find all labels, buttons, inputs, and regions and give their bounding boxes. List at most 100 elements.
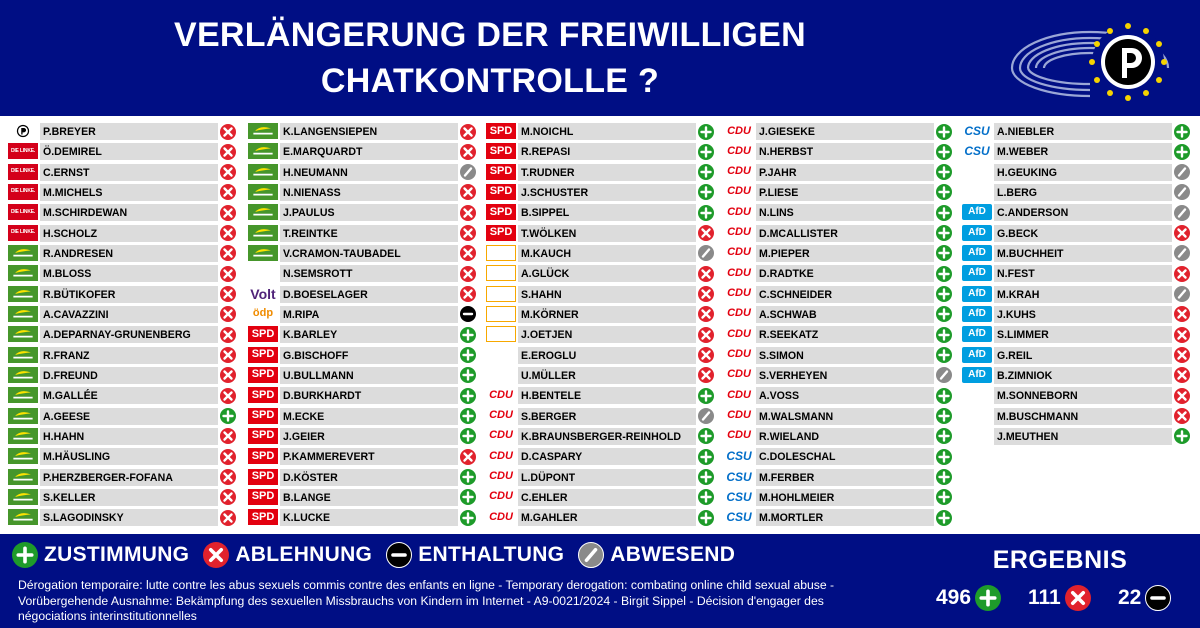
name-bar xyxy=(280,468,458,486)
no-vote-icon xyxy=(220,143,236,160)
mep-name: Ö.DEMIREL xyxy=(43,146,102,159)
mep-row: J.OETJEN xyxy=(478,324,714,344)
vote-grid: P.BREYER DIE LINKE. Ö.DEMIREL DIE LINKE. C.E… xyxy=(0,116,1200,534)
name-bar xyxy=(280,143,458,161)
mep-name: R.WIELAND xyxy=(759,430,820,443)
mep-row: L.BERG xyxy=(954,182,1190,202)
mep-name: C.ANDERSON xyxy=(997,207,1069,220)
mep-row: SPD D.BURKHARDT xyxy=(240,385,476,405)
mep-row: CDU D.RADTKE xyxy=(716,263,952,283)
name-bar xyxy=(756,346,934,364)
mep-name: E.MARQUARDT xyxy=(283,146,363,159)
no-vote-icon xyxy=(698,265,714,282)
name-bar xyxy=(518,448,696,466)
mep-name: R.FRANZ xyxy=(43,349,90,362)
mep-name: U.BULLMANN xyxy=(283,369,354,382)
party-logo-cdu-icon: CDU xyxy=(727,307,751,320)
party-logo-afd-icon: AfD xyxy=(962,305,992,322)
result-no-count: 111 xyxy=(1028,586,1061,609)
mep-name: H.HAHN xyxy=(43,430,85,443)
mep-row: CDU L.DÜPONT xyxy=(478,467,714,487)
party-logo-gruene-icon xyxy=(248,183,278,200)
legend-item-no: ABLEHNUNG xyxy=(203,542,372,568)
mep-name: C.ERNST xyxy=(43,166,90,179)
name-bar xyxy=(280,163,458,181)
party-logo-csu-icon: CSU xyxy=(964,144,990,159)
yes-vote-icon xyxy=(460,387,476,404)
name-bar xyxy=(40,427,218,445)
mep-row: CDU N.LINS xyxy=(716,202,952,222)
no-vote-icon xyxy=(460,204,476,221)
party-logo-cdu-icon: CDU xyxy=(727,226,751,239)
yes-vote-icon xyxy=(936,347,952,364)
yes-vote-icon xyxy=(936,387,952,404)
party-logo-afd-icon: AfD xyxy=(962,265,992,282)
name-bar xyxy=(280,488,458,506)
legend-label: ABLEHNUNG xyxy=(235,543,373,566)
party-logo-spd-icon: SPD xyxy=(486,163,516,180)
mep-name: D.KÖSTER xyxy=(283,471,338,484)
no-vote-icon xyxy=(460,225,476,242)
party-logo-cdu-icon: CDU xyxy=(489,470,513,483)
name-bar xyxy=(40,468,218,486)
party-logo-spd-icon: SPD xyxy=(248,407,278,424)
mep-name: B.LANGE xyxy=(283,491,331,504)
party-logo-spd-icon: SPD xyxy=(248,427,278,444)
party-logo-gruene-icon xyxy=(248,163,278,180)
party-logo-fdp-icon xyxy=(486,326,516,343)
mep-row: SPD R.REPASI xyxy=(478,141,714,161)
party-logo-spd-icon: SPD xyxy=(486,183,516,200)
abstain-vote-icon xyxy=(460,306,476,323)
mep-row: AfD M.BUCHHEIT xyxy=(954,243,1190,263)
mep-row: V.CRAMON-TAUBADEL xyxy=(240,243,476,263)
absent-vote-icon xyxy=(1174,286,1190,303)
party-logo-linke-icon: DIE LINKE. xyxy=(8,163,38,180)
mep-row: H.GEUKING xyxy=(954,162,1190,182)
mep-name: U.MÜLLER xyxy=(521,369,576,382)
mep-row: SPD K.LUCKE xyxy=(240,507,476,527)
mep-row: CDU P.LIESE xyxy=(716,182,952,202)
vote-column: CSU A.NIEBLER CSU M.WEBER H.GEUKING L.BERG AfD… xyxy=(954,121,1190,446)
name-bar xyxy=(280,509,458,527)
no-vote-icon xyxy=(220,123,236,140)
mep-name: M.KÖRNER xyxy=(521,308,579,321)
party-logo-cdu-icon: CDU xyxy=(727,388,751,401)
mep-name: H.GEUKING xyxy=(997,166,1058,179)
mep-row: K.LANGENSIEPEN xyxy=(240,121,476,141)
mep-row: CSU M.MORTLER xyxy=(716,507,952,527)
mep-name: V.CRAMON-TAUBADEL xyxy=(283,247,401,260)
mep-name: R.BÜTIKOFER xyxy=(43,288,116,301)
party-logo-afd-icon: AfD xyxy=(962,366,992,383)
yes-vote-icon xyxy=(460,367,476,384)
name-bar xyxy=(518,143,696,161)
mep-name: N.NIENASS xyxy=(283,186,341,199)
name-bar xyxy=(280,244,458,262)
mep-name: J.SCHUSTER xyxy=(521,186,589,199)
mep-name: S.SIMON xyxy=(759,349,804,362)
name-bar xyxy=(994,407,1172,425)
mep-row: SPD K.BARLEY xyxy=(240,324,476,344)
no-vote-icon xyxy=(460,245,476,262)
absent-vote-icon xyxy=(1174,184,1190,201)
mep-row: D.FREUND xyxy=(0,365,236,385)
name-bar xyxy=(518,387,696,405)
no-vote-icon xyxy=(220,184,236,201)
yes-vote-icon xyxy=(698,204,714,221)
yes-vote-icon xyxy=(698,448,714,465)
yes-vote-icon xyxy=(698,509,714,526)
name-bar xyxy=(994,224,1172,242)
mep-name: A.SCHWAB xyxy=(759,308,817,321)
party-logo-spd-icon: SPD xyxy=(486,123,516,139)
name-bar xyxy=(280,204,458,222)
name-bar xyxy=(40,143,218,161)
party-logo-csu-icon: CSU xyxy=(964,124,990,138)
mep-name: P.KAMMEREVERT xyxy=(283,451,375,464)
party-logo-gruene-icon xyxy=(8,427,38,444)
party-logo-csu-icon: CSU xyxy=(726,489,752,504)
name-bar xyxy=(756,224,934,242)
party-logo-gruene-icon xyxy=(8,509,38,526)
party-logo-csu-icon: CSU xyxy=(726,449,752,464)
party-logo-fdp-icon xyxy=(486,305,516,322)
result-abstain: 22 xyxy=(1118,585,1172,611)
no-vote-icon xyxy=(1174,408,1190,425)
